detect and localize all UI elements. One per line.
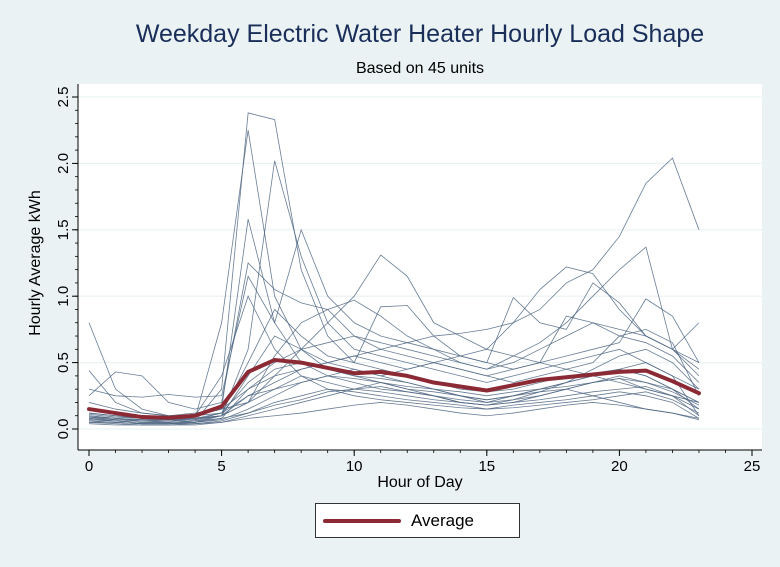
chart-title: Weekday Electric Water Heater Hourly Loa… — [135, 20, 705, 48]
unit-series-line — [89, 388, 700, 425]
unit-series-line — [88, 375, 700, 417]
y-tick-label: 0.5 — [55, 352, 72, 373]
y-axis-label: Hourly Average kWh — [27, 190, 44, 336]
x-tick-label: 10 — [346, 458, 363, 475]
legend-label-average: Average — [411, 511, 475, 530]
y-tick-label: 1.5 — [55, 219, 72, 240]
x-tick-label: 20 — [611, 458, 628, 475]
unit-series-line — [88, 402, 700, 426]
average-series-line — [87, 357, 701, 420]
plot-area — [78, 84, 762, 450]
x-tick-label: 15 — [478, 458, 495, 475]
unit-series-line — [88, 228, 700, 398]
x-tick-label: 25 — [744, 458, 761, 475]
x-axis-label: Hour of Day — [377, 474, 462, 491]
y-tick-label: 2.5 — [55, 87, 72, 108]
unit-series-line — [88, 262, 700, 410]
y-tick-label: 1.0 — [55, 286, 72, 307]
y-tick-label: 2.0 — [55, 153, 72, 174]
unit-series-line — [88, 299, 700, 422]
legend: Average — [315, 503, 520, 538]
unit-series-line — [88, 386, 700, 423]
chart-subtitle: Based on 45 units — [355, 60, 485, 77]
legend-swatch-average — [323, 519, 401, 523]
x-tick-label: 0 — [85, 458, 93, 475]
x-tick-label: 5 — [217, 458, 225, 475]
y-tick-label: 0.0 — [55, 419, 72, 440]
